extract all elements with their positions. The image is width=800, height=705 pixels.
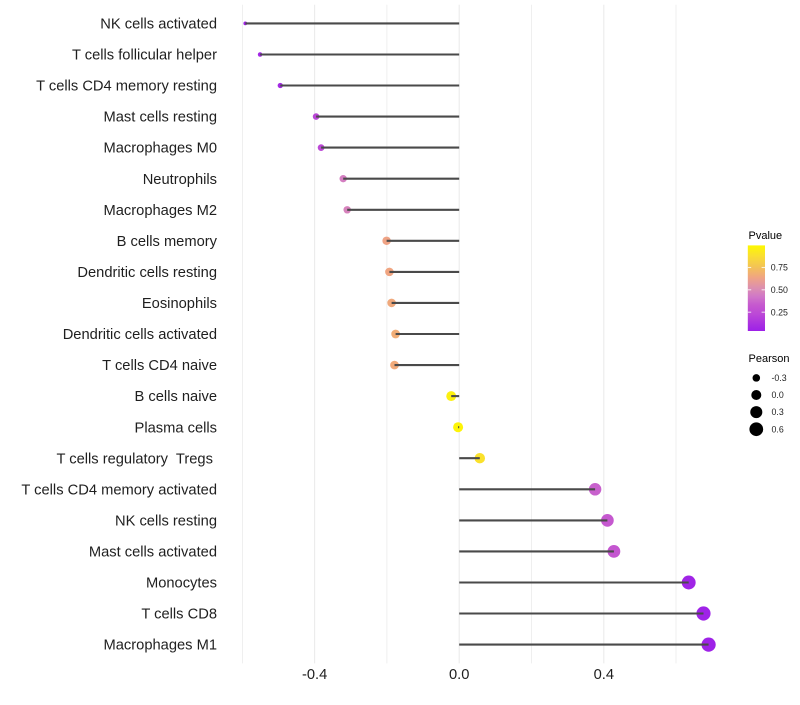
svg-text:NK cells resting: NK cells resting: [115, 514, 217, 530]
svg-text:0.3: 0.3: [772, 407, 784, 417]
svg-text:Eosinophils: Eosinophils: [142, 296, 217, 312]
svg-text:Dendritic cells resting: Dendritic cells resting: [77, 265, 217, 281]
svg-text:0.25: 0.25: [771, 307, 788, 317]
svg-text:Plasma cells: Plasma cells: [135, 420, 217, 436]
svg-text:Pearson: Pearson: [749, 353, 790, 365]
svg-text:-0.3: -0.3: [772, 373, 787, 383]
svg-text:0.75: 0.75: [771, 263, 788, 273]
svg-text:T cells follicular helper: T cells follicular helper: [72, 48, 217, 64]
svg-text:0.4: 0.4: [594, 667, 614, 683]
svg-text:B cells memory: B cells memory: [117, 234, 218, 250]
svg-text:0.50: 0.50: [771, 285, 788, 295]
svg-text:Dendritic cells activated: Dendritic cells activated: [63, 327, 217, 343]
svg-text:Mast cells activated: Mast cells activated: [89, 545, 217, 561]
svg-text:Neutrophils: Neutrophils: [143, 172, 217, 188]
svg-text:Macrophages M0: Macrophages M0: [104, 141, 217, 157]
svg-text:0.0: 0.0: [772, 390, 784, 400]
svg-text:T cells CD8: T cells CD8: [141, 607, 217, 623]
svg-text:Monocytes: Monocytes: [146, 576, 217, 592]
svg-text:B cells naive: B cells naive: [135, 389, 217, 405]
svg-text:T cells CD4 memory resting: T cells CD4 memory resting: [36, 79, 217, 95]
svg-text:0.6: 0.6: [772, 424, 784, 434]
svg-text:Mast cells resting: Mast cells resting: [104, 110, 217, 126]
svg-text:T cells regulatory Tregs: T cells regulatory Tregs: [56, 451, 217, 467]
svg-text:Macrophages M1: Macrophages M1: [104, 638, 217, 654]
svg-text:T cells CD4 naive: T cells CD4 naive: [102, 358, 217, 374]
svg-text:T cells CD4 memory activated: T cells CD4 memory activated: [21, 482, 217, 498]
svg-text:0.0: 0.0: [449, 667, 469, 683]
svg-text:Macrophages M2: Macrophages M2: [104, 203, 217, 219]
svg-text:Pvalue: Pvalue: [749, 230, 783, 242]
svg-text:-0.4: -0.4: [302, 667, 327, 683]
svg-text:NK cells activated: NK cells activated: [100, 17, 217, 33]
